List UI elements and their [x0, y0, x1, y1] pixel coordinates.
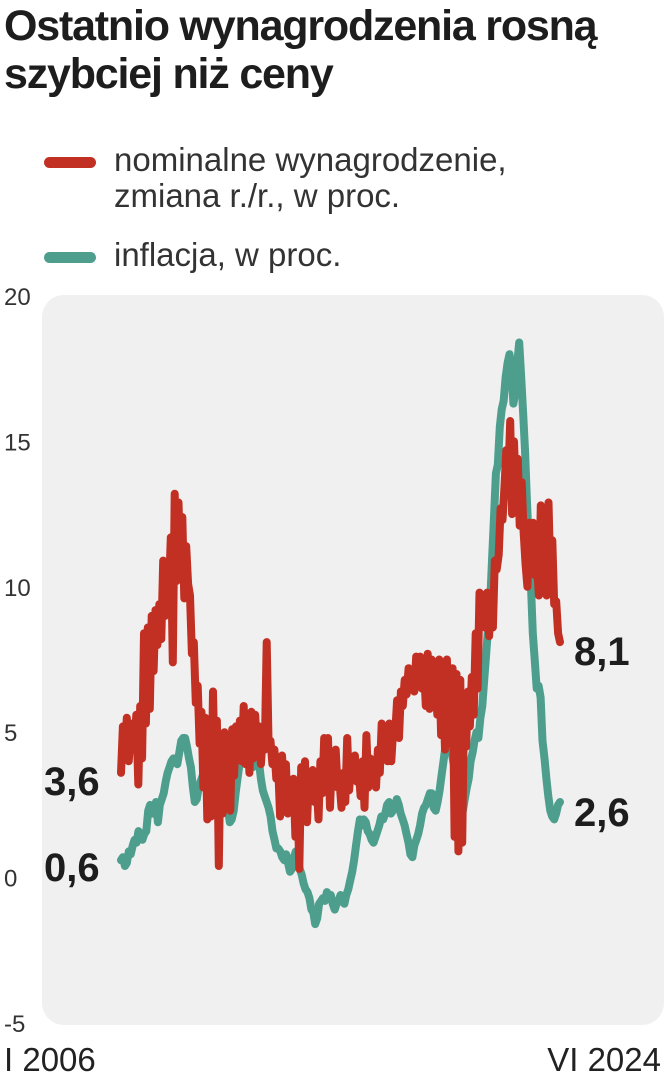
chart-title: Ostatnio wynagrodzenia rosną szybciej ni…	[4, 2, 598, 98]
legend-label-inflation: inflacja, w proc.	[114, 236, 342, 273]
y-tick-label: -5	[4, 1011, 25, 1038]
series-line-wages	[117, 417, 564, 873]
legend-label-wages: nominalne wynagrodzenie, zmiana r./r., w…	[114, 141, 507, 214]
y-tick-label: 10	[4, 575, 31, 602]
legend-item-inflation: inflacja, w proc.	[44, 237, 594, 273]
plot-area	[42, 295, 664, 1025]
y-tick-label: 20	[4, 284, 31, 311]
legend-swatch-inflation	[44, 252, 96, 263]
legend-swatch-wages	[44, 157, 96, 168]
end-label-inflation: 2,6	[574, 791, 630, 835]
y-tick-label: 5	[4, 720, 17, 747]
legend-item-wages: nominalne wynagrodzenie, zmiana r./r., w…	[44, 142, 594, 214]
series-line-inflation	[117, 338, 564, 929]
x-label-end: VI 2024	[547, 1041, 661, 1078]
start-label-wages: 3,6	[44, 760, 100, 804]
y-tick-label: 15	[4, 429, 31, 456]
x-label-start: I 2006	[4, 1041, 96, 1078]
start-label-inflation: 0,6	[44, 846, 100, 890]
end-label-wages: 8,1	[574, 630, 630, 674]
y-tick-label: 0	[4, 866, 17, 893]
